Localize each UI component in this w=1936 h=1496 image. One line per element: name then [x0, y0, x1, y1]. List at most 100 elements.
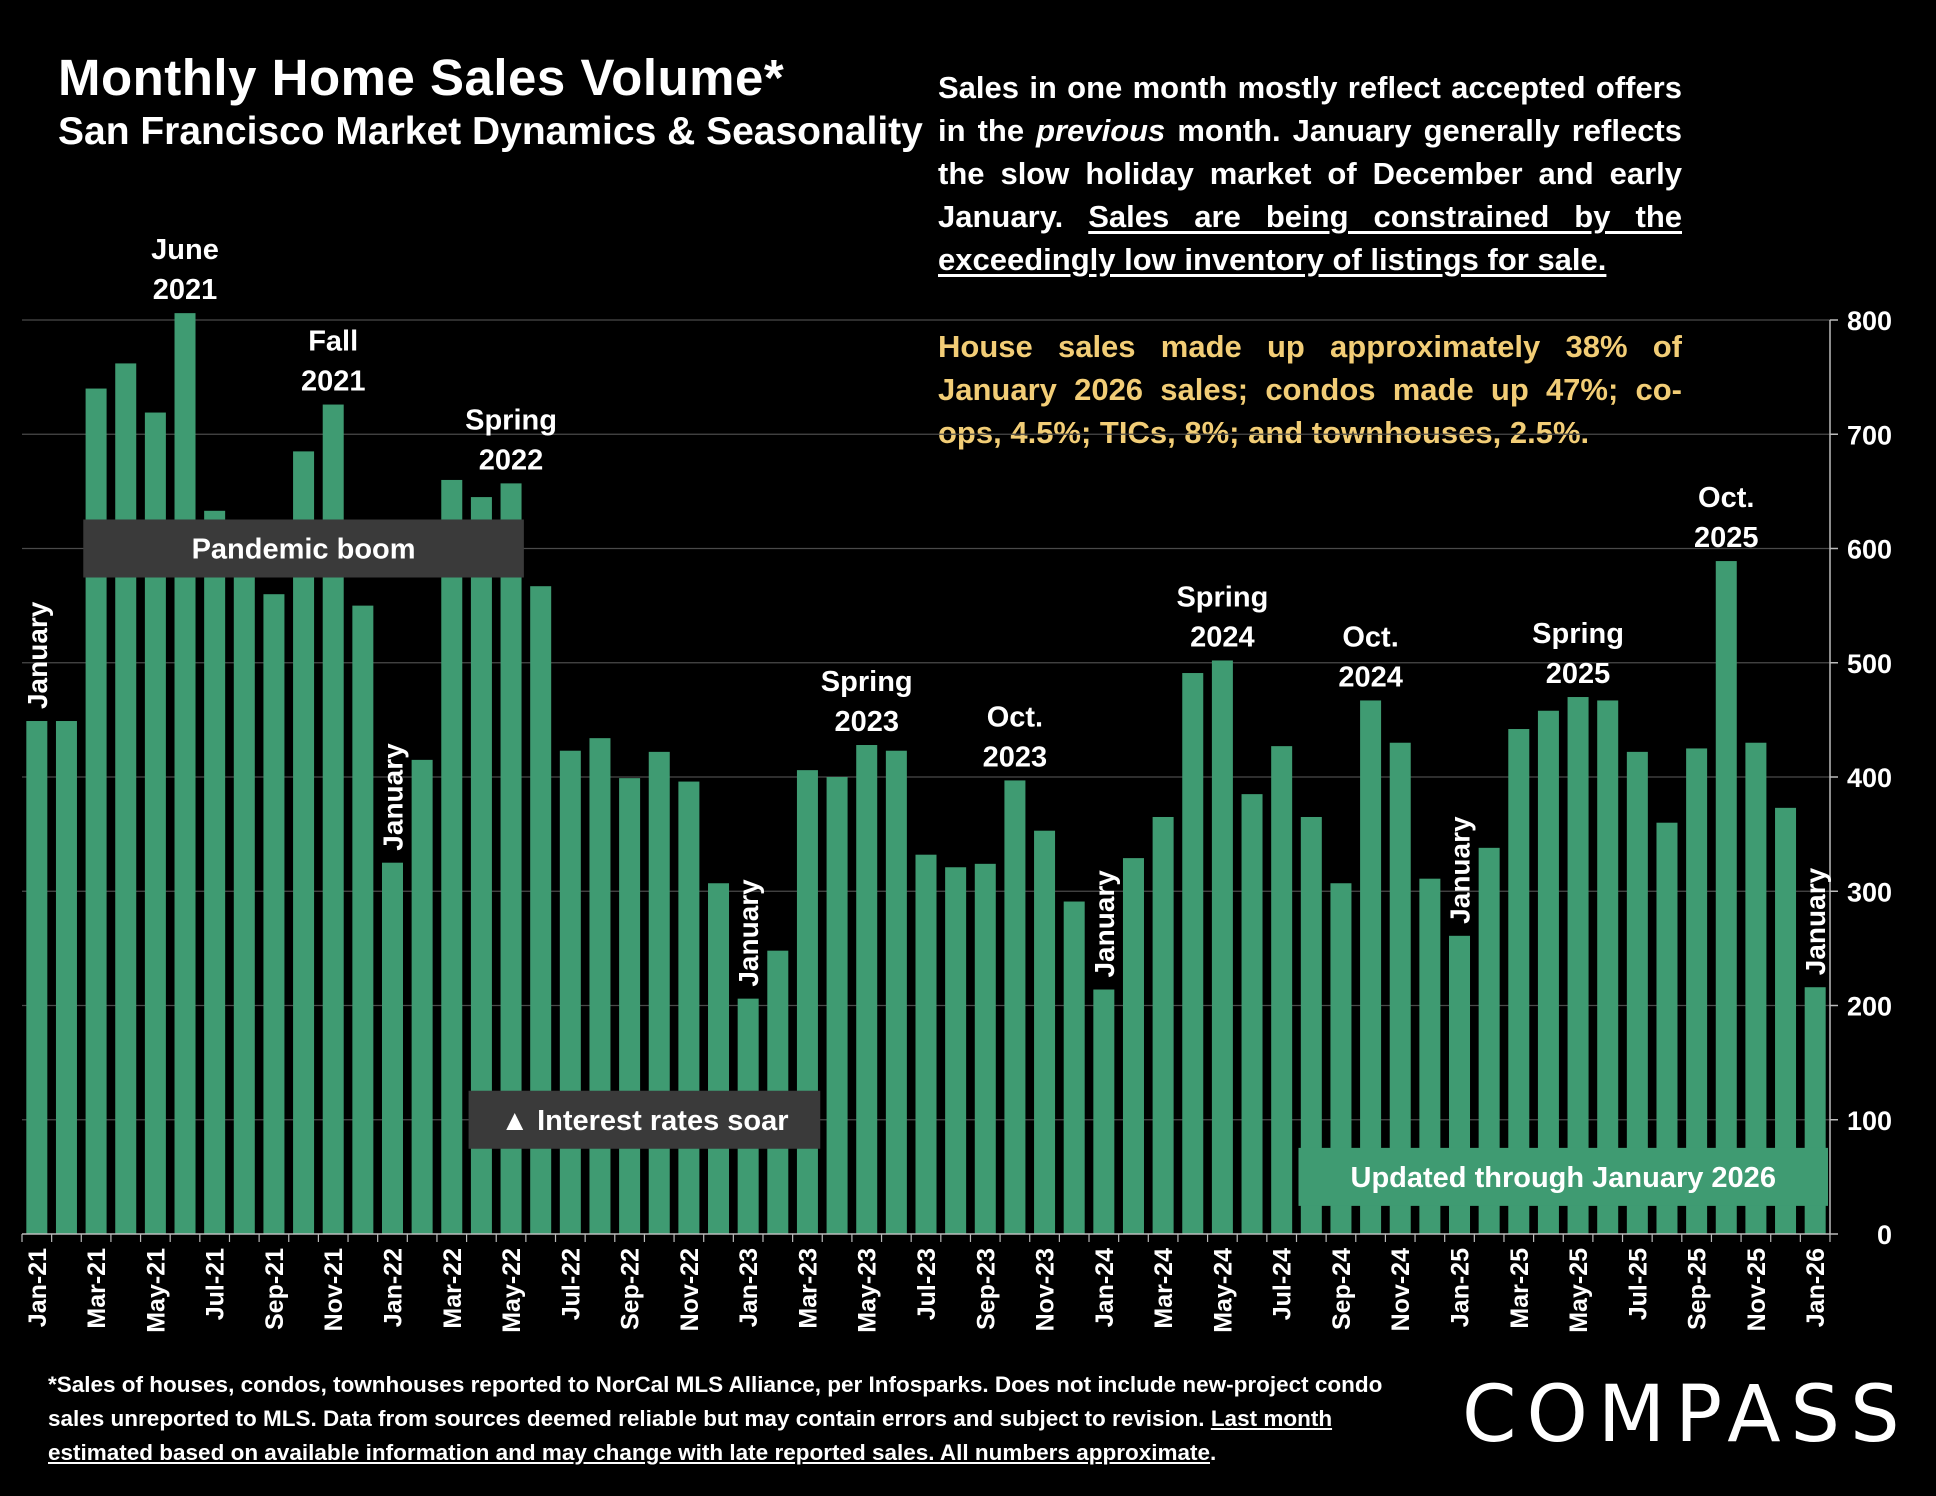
peak-annotation: Oct. 2025 — [1694, 482, 1759, 554]
peak-annotation: Spring 2025 — [1532, 618, 1624, 690]
bar — [1271, 746, 1293, 1234]
bar — [1567, 697, 1589, 1234]
bar — [55, 721, 77, 1234]
bar — [381, 862, 403, 1234]
january-annotation: January — [377, 743, 408, 851]
bar — [1241, 794, 1263, 1234]
bar — [1715, 561, 1737, 1234]
peak-annotation-line: Spring — [1176, 581, 1268, 613]
peak-annotation-line: 2024 — [1338, 661, 1403, 693]
x-tick-label: Nov-24 — [1387, 1248, 1415, 1331]
peak-annotation-line: 2023 — [834, 706, 899, 738]
bar — [589, 738, 611, 1234]
january-annotation: January — [1800, 867, 1831, 975]
bar — [441, 479, 463, 1234]
bar — [263, 594, 285, 1234]
x-tick-label: Jan-22 — [379, 1248, 407, 1327]
x-tick-label: Mar-24 — [1150, 1248, 1178, 1329]
bar — [1152, 816, 1174, 1234]
x-tick-label: Nov-21 — [320, 1248, 348, 1331]
bar — [619, 778, 641, 1234]
annotation-box — [83, 519, 524, 578]
x-tick-label: Jan-24 — [1091, 1248, 1119, 1327]
peak-annotation-line: 2023 — [983, 741, 1048, 773]
january-annotation: January — [733, 879, 764, 987]
january-annotation: January — [1089, 870, 1120, 978]
y-tick-label: 200 — [1847, 992, 1892, 1022]
market-note-part1: Sales in one month mostly reflect accept… — [938, 70, 1682, 148]
x-tick-label: Jan-21 — [24, 1248, 52, 1327]
bar — [1211, 660, 1233, 1234]
peak-annotation-line: 2022 — [479, 444, 544, 476]
updated-label: Updated through January 2026 — [1351, 1162, 1776, 1194]
footnote: *Sales of houses, condos, townhouses rep… — [48, 1368, 1438, 1470]
x-tick-label: Mar-21 — [83, 1248, 111, 1329]
peak-annotation: Oct. 2023 — [983, 701, 1048, 773]
bar — [1597, 700, 1619, 1234]
january-annotation: January — [1445, 816, 1476, 924]
bar — [974, 863, 996, 1234]
bar — [1508, 729, 1530, 1234]
x-tick-label: Nov-22 — [676, 1248, 704, 1331]
bar — [856, 745, 878, 1234]
y-tick-label: 100 — [1847, 1106, 1892, 1136]
bar — [1004, 780, 1026, 1234]
x-tick-label: Sep-23 — [972, 1248, 1000, 1330]
bar — [648, 751, 670, 1234]
x-tick-label: Sep-21 — [261, 1248, 289, 1330]
x-tick-label: Mar-25 — [1506, 1248, 1534, 1329]
bar — [708, 883, 730, 1234]
x-tick-label: Jul-24 — [1269, 1248, 1297, 1320]
bar — [1360, 700, 1382, 1234]
x-tick-label: May-25 — [1565, 1248, 1593, 1333]
x-tick-label: May-23 — [854, 1248, 882, 1333]
peak-annotation: Spring 2024 — [1176, 581, 1268, 653]
y-tick-label: 300 — [1847, 877, 1892, 907]
peak-annotation-line: Spring — [1532, 618, 1624, 650]
bar — [1626, 751, 1648, 1234]
bar — [1182, 673, 1204, 1234]
x-tick-label: Jan-25 — [1447, 1248, 1475, 1327]
chart-subtitle: San Francisco Market Dynamics & Seasonal… — [58, 110, 923, 153]
peak-annotation-line: Oct. — [1342, 621, 1398, 653]
bar — [678, 781, 700, 1234]
peak-annotation-line: Oct. — [1698, 482, 1754, 514]
peak-annotation: Spring 2022 — [465, 404, 557, 476]
x-tick-label: Jul-22 — [557, 1248, 585, 1320]
bar — [470, 497, 492, 1234]
x-tick-label: Jul-25 — [1624, 1248, 1652, 1320]
x-tick-label: Sep-22 — [617, 1248, 645, 1330]
y-tick-label: 800 — [1847, 306, 1892, 336]
market-note-italic: previous — [1036, 113, 1166, 148]
market-note-part2: month. January generally reflects the sl… — [938, 113, 1682, 234]
peak-annotation: Spring 2023 — [821, 666, 913, 738]
bar — [915, 854, 937, 1234]
bar — [233, 532, 255, 1234]
x-tick-label: May-21 — [142, 1248, 170, 1333]
bar — [1300, 816, 1322, 1234]
market-note-underlined: Sales are being constrained by the excee… — [938, 199, 1682, 277]
y-tick-label: 700 — [1847, 420, 1892, 450]
bar — [1745, 742, 1767, 1234]
x-tick-label: Nov-23 — [1032, 1248, 1060, 1331]
bar — [1656, 822, 1678, 1234]
x-tick-label: Mar-22 — [439, 1248, 467, 1329]
bar — [1034, 830, 1056, 1234]
peak-annotation-line: 2025 — [1694, 522, 1759, 554]
peak-annotation: Fall 2021 — [301, 326, 366, 398]
x-tick-label: Sep-24 — [1328, 1248, 1356, 1330]
bar — [26, 721, 48, 1234]
bar — [826, 777, 848, 1234]
bar — [1093, 989, 1115, 1234]
y-tick-label: 600 — [1847, 535, 1892, 565]
y-tick-label: 400 — [1847, 763, 1892, 793]
bar — [559, 750, 581, 1234]
footnote-underlined: Last month estimated based on available … — [48, 1406, 1333, 1465]
x-tick-label: May-22 — [498, 1248, 526, 1333]
peak-annotation: June 2021 — [151, 234, 219, 306]
bar — [411, 759, 433, 1234]
bar — [352, 605, 374, 1234]
x-tick-label: Mar-23 — [794, 1248, 822, 1329]
bar — [945, 867, 967, 1234]
